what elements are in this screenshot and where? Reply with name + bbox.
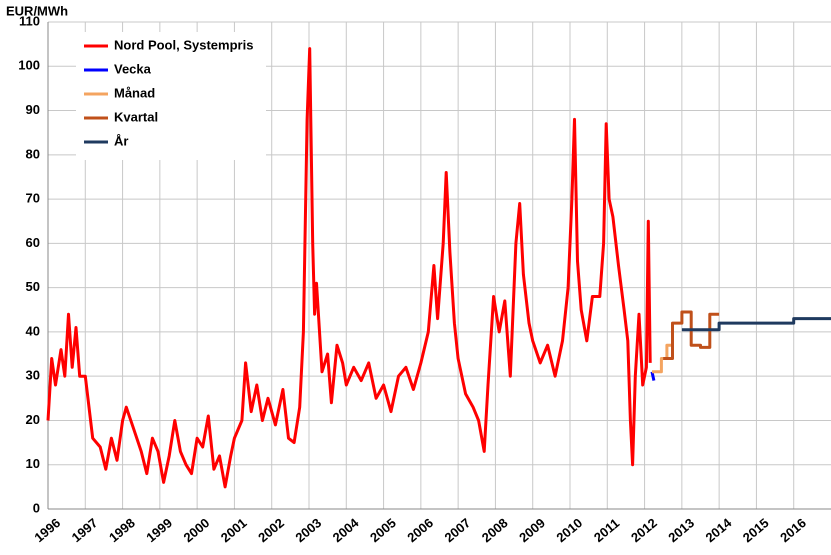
legend-label: År: [114, 133, 128, 148]
y-tick-label: 20: [26, 412, 40, 427]
y-tick-label: 100: [18, 58, 40, 73]
series-line: [663, 310, 720, 360]
x-tick-label: 2011: [591, 515, 622, 545]
y-tick-label: 90: [26, 102, 40, 117]
x-tick-label: 2001: [218, 515, 250, 545]
x-tick-label: 2015: [740, 515, 772, 545]
y-tick-label: 80: [26, 146, 40, 161]
x-tick-label: 2013: [665, 515, 697, 545]
y-tick-label: 60: [26, 235, 40, 250]
x-tick-label: 1997: [69, 515, 101, 545]
x-tick-label: 2010: [553, 515, 585, 545]
y-tick-label: 30: [26, 368, 40, 383]
y-tick-label: 50: [26, 279, 40, 294]
y-tick-label: 110: [19, 13, 40, 28]
x-tick-label: 2003: [292, 515, 324, 545]
series-line: [681, 317, 831, 332]
x-tick-label: 2012: [628, 515, 660, 545]
y-tick-label: 0: [33, 500, 40, 515]
x-tick-label: 2006: [404, 515, 436, 545]
y-axis-label: EUR/MWh: [6, 3, 68, 18]
x-tick-label: 1998: [106, 515, 138, 545]
legend-label: Månad: [114, 85, 155, 100]
x-tick-label: 2005: [367, 515, 399, 545]
legend-label: Nord Pool, Systempris: [114, 37, 253, 52]
y-tick-label: 70: [26, 191, 40, 206]
x-tick-label: 2014: [703, 515, 735, 546]
y-tick-label: 40: [26, 323, 40, 338]
x-tick-label: 2000: [181, 515, 213, 545]
legend-box: [76, 32, 266, 160]
series-line: [46, 47, 652, 489]
x-tick-label: 2004: [330, 515, 362, 546]
legend-label: Kvartal: [114, 109, 158, 124]
x-tick-label: 1996: [31, 515, 63, 545]
x-tick-label: 2008: [479, 515, 511, 545]
x-tick-label: 2007: [442, 515, 474, 545]
x-tick-label: 2016: [777, 515, 809, 545]
x-tick-label: 2009: [516, 515, 548, 545]
x-tick-label: 1999: [143, 515, 175, 545]
legend-label: Vecka: [114, 61, 152, 76]
x-tick-label: 2002: [255, 515, 287, 545]
y-tick-label: 10: [26, 456, 40, 471]
